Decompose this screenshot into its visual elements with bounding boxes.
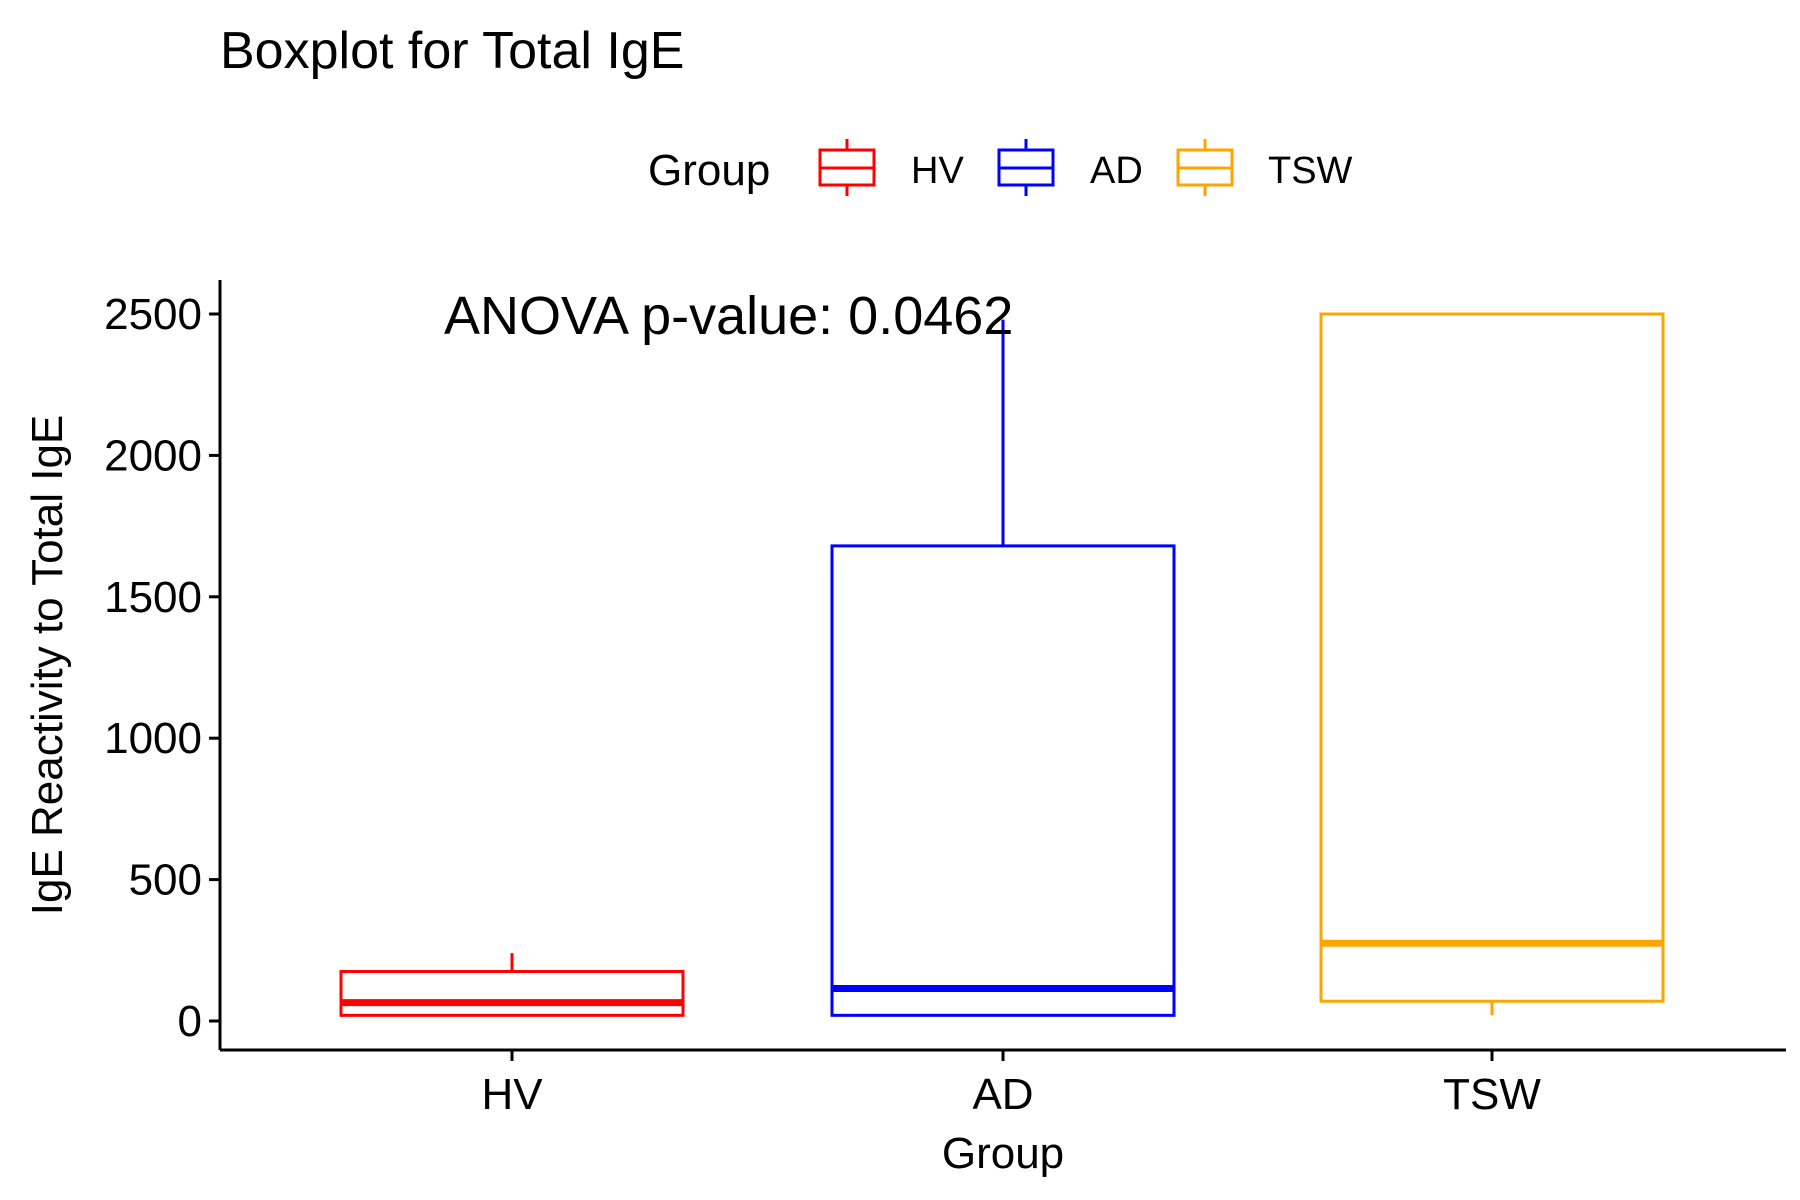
legend-title: Group [648,146,770,195]
y-axis-label: IgE Reactivity to Total IgE [23,415,72,916]
legend-key-tsw [1176,139,1234,196]
legend-key-ad [997,139,1055,196]
y-tick-label: 2000 [104,431,202,480]
legend-key-hv [818,139,876,196]
y-tick-label: 0 [178,997,202,1046]
legend: Group HV AD TSW [648,139,1353,196]
chart-title: Boxplot for Total IgE [220,22,684,80]
y-tick-label: 2500 [104,290,202,339]
y-tick-label: 500 [129,856,202,905]
x-ticks: HV AD TSW [481,1050,1541,1119]
box-iqr [1319,312,1665,1003]
y-tick-label: 1500 [104,573,202,622]
x-tick-label: TSW [1443,1070,1541,1119]
box-ad [830,319,1176,1017]
box-iqr [339,970,685,1017]
legend-label: AD [1090,150,1143,192]
x-tick-label: AD [972,1070,1033,1119]
legend-label: HV [911,150,964,192]
boxes [339,312,1665,1017]
x-tick-label: HV [481,1070,543,1119]
x-axis-label: Group [942,1129,1064,1178]
y-tick-label: 1000 [104,714,202,763]
box-hv [339,953,685,1017]
legend-label: TSW [1268,150,1353,192]
anova-annotation: ANOVA p-value: 0.0462 [444,286,1013,346]
box-iqr [830,544,1176,1017]
box-tsw [1319,312,1665,1016]
y-ticks: 0 500 1000 1500 2000 2500 [104,290,220,1046]
